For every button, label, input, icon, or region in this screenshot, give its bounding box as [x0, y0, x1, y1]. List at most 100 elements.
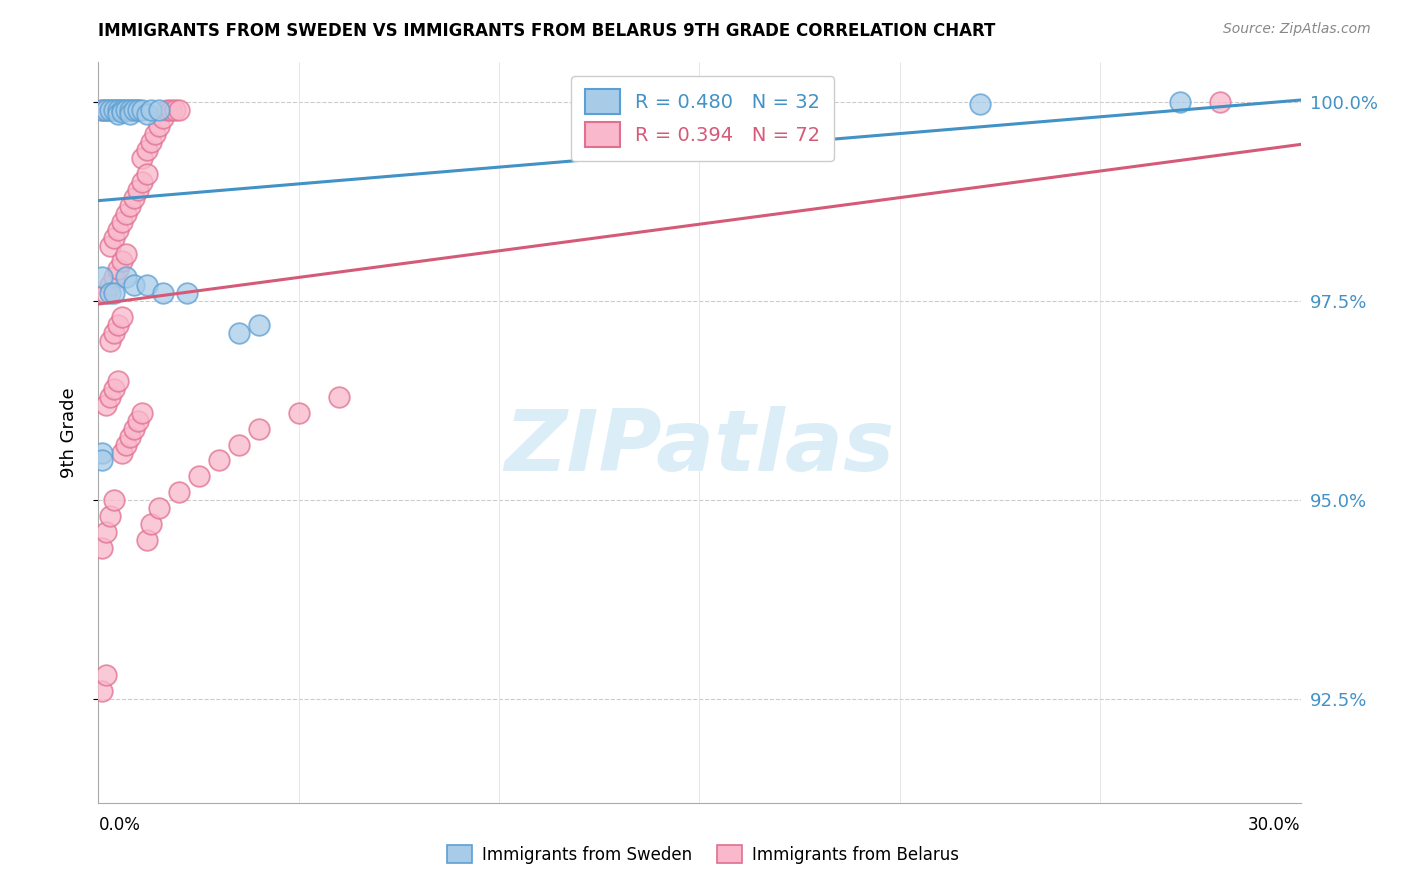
Point — [208, 453, 231, 467]
Point — [103, 270, 125, 285]
Legend: Immigrants from Sweden, Immigrants from Belarus: Immigrants from Sweden, Immigrants from … — [440, 838, 966, 871]
Point — [91, 103, 114, 118]
Text: 30.0%: 30.0% — [1249, 816, 1301, 834]
Point — [115, 246, 138, 260]
Point — [115, 103, 138, 118]
Point — [100, 238, 122, 252]
Y-axis label: 9th Grade: 9th Grade — [59, 387, 77, 478]
Point — [107, 374, 129, 388]
Point — [103, 382, 125, 396]
Point — [131, 103, 153, 118]
Point — [139, 103, 162, 118]
Point — [96, 525, 118, 540]
Point — [128, 414, 150, 428]
Point — [135, 107, 157, 121]
Point — [107, 103, 129, 118]
Point — [91, 541, 114, 555]
Point — [111, 103, 134, 118]
Point — [103, 493, 125, 508]
Point — [100, 103, 122, 118]
Point — [103, 103, 125, 118]
Point — [91, 445, 114, 459]
Point — [115, 207, 138, 221]
Point — [120, 429, 142, 443]
Point — [100, 278, 122, 293]
Point — [115, 103, 138, 118]
Point — [128, 103, 150, 118]
Point — [128, 183, 150, 197]
Point — [91, 270, 114, 285]
Point — [100, 103, 122, 118]
Point — [1209, 95, 1232, 110]
Point — [120, 107, 142, 121]
Point — [107, 107, 129, 121]
Point — [120, 103, 142, 118]
Point — [111, 445, 134, 459]
Legend: R = 0.480   N = 32, R = 0.394   N = 72: R = 0.480 N = 32, R = 0.394 N = 72 — [571, 76, 834, 161]
Point — [96, 398, 118, 412]
Point — [124, 103, 146, 118]
Point — [107, 222, 129, 236]
Point — [148, 103, 170, 118]
Point — [96, 103, 118, 118]
Point — [91, 684, 114, 698]
Point — [111, 254, 134, 268]
Point — [247, 422, 270, 436]
Point — [135, 278, 157, 293]
Point — [115, 270, 138, 285]
Point — [107, 103, 129, 118]
Point — [103, 103, 125, 118]
Point — [107, 262, 129, 277]
Point — [128, 103, 150, 118]
Point — [91, 103, 114, 118]
Point — [228, 437, 250, 451]
Point — [115, 437, 138, 451]
Point — [100, 334, 122, 348]
Point — [96, 286, 118, 301]
Point — [135, 533, 157, 547]
Point — [131, 175, 153, 189]
Point — [159, 103, 181, 118]
Point — [100, 390, 122, 404]
Point — [163, 103, 186, 118]
Point — [124, 191, 146, 205]
Point — [120, 199, 142, 213]
Point — [111, 214, 134, 228]
Point — [131, 151, 153, 165]
Point — [139, 135, 162, 149]
Point — [167, 485, 190, 500]
Point — [107, 318, 129, 333]
Point — [131, 406, 153, 420]
Point — [103, 230, 125, 244]
Point — [139, 517, 162, 532]
Point — [143, 127, 166, 141]
Point — [124, 422, 146, 436]
Point — [103, 286, 125, 301]
Point — [91, 453, 114, 467]
Point — [247, 318, 270, 333]
Point — [969, 96, 991, 111]
Text: 0.0%: 0.0% — [98, 816, 141, 834]
Point — [152, 111, 174, 125]
Point — [167, 103, 190, 118]
Point — [148, 119, 170, 133]
Text: IMMIGRANTS FROM SWEDEN VS IMMIGRANTS FROM BELARUS 9TH GRADE CORRELATION CHART: IMMIGRANTS FROM SWEDEN VS IMMIGRANTS FRO… — [98, 22, 995, 40]
Point — [135, 167, 157, 181]
Point — [124, 103, 146, 118]
Point — [103, 326, 125, 340]
Point — [152, 286, 174, 301]
Point — [100, 509, 122, 524]
Point — [111, 310, 134, 325]
Point — [96, 103, 118, 118]
Point — [124, 278, 146, 293]
Text: Source: ZipAtlas.com: Source: ZipAtlas.com — [1223, 22, 1371, 37]
Point — [228, 326, 250, 340]
Point — [120, 103, 142, 118]
Point — [288, 406, 311, 420]
Point — [96, 668, 118, 682]
Point — [176, 286, 198, 301]
Point — [135, 143, 157, 157]
Point — [1170, 95, 1192, 110]
Point — [148, 501, 170, 516]
Point — [187, 469, 209, 483]
